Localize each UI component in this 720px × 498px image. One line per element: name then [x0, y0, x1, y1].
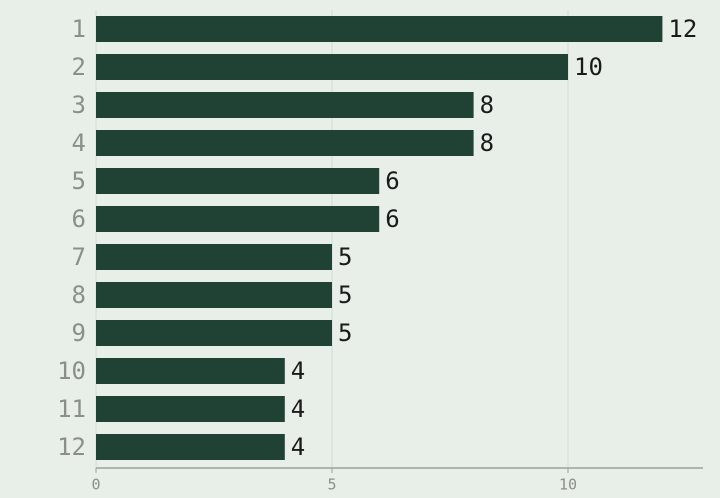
value-label: 4: [291, 357, 305, 385]
y-tick-label: 6: [72, 205, 86, 233]
y-tick-label: 10: [57, 357, 86, 385]
y-tick-label: 1: [72, 15, 86, 43]
y-tick-label: 8: [72, 281, 86, 309]
x-tick-label: 5: [327, 476, 336, 494]
bar: [96, 320, 333, 346]
y-tick-label: 12: [57, 433, 86, 461]
value-label: 4: [291, 395, 305, 423]
bar: [96, 54, 569, 80]
x-tick-label: 10: [559, 476, 577, 494]
bar: [96, 434, 285, 460]
x-tick-label: 0: [91, 476, 100, 494]
bar: [96, 206, 380, 232]
bar: [96, 244, 333, 270]
bar: [96, 16, 663, 42]
value-label: 5: [338, 281, 352, 309]
value-label: 6: [385, 167, 399, 195]
value-label: 10: [574, 53, 603, 81]
y-tick-label: 5: [72, 167, 86, 195]
value-label: 12: [668, 15, 697, 43]
y-tick-label: 4: [72, 129, 86, 157]
bar: [96, 130, 474, 156]
y-tick-label: 3: [72, 91, 86, 119]
y-tick-label: 11: [57, 395, 86, 423]
bar: [96, 396, 285, 422]
y-tick-label: 2: [72, 53, 86, 81]
value-label: 8: [480, 91, 494, 119]
y-tick-label: 7: [72, 243, 86, 271]
bar: [96, 282, 333, 308]
bar: [96, 92, 474, 118]
value-label: 6: [385, 205, 399, 233]
value-label: 5: [338, 319, 352, 347]
bar: [96, 168, 380, 194]
y-tick-label: 9: [72, 319, 86, 347]
value-label: 8: [480, 129, 494, 157]
value-label: 4: [291, 433, 305, 461]
bar: [96, 358, 285, 384]
value-label: 5: [338, 243, 352, 271]
